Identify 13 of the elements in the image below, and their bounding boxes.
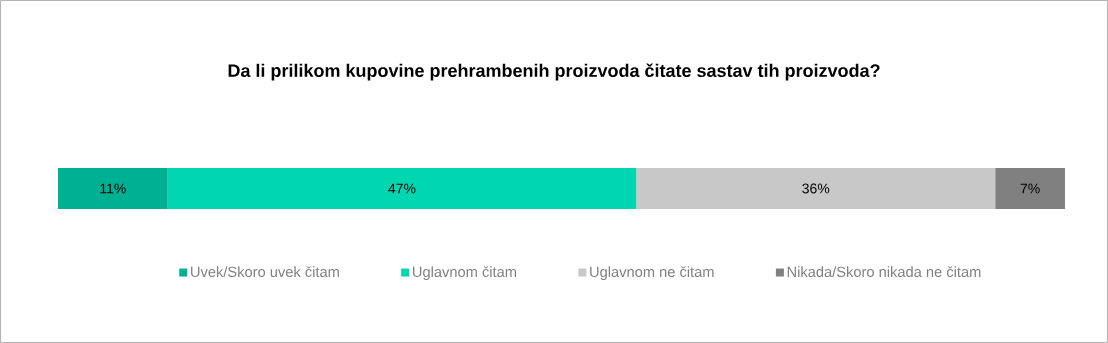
data-label: 11% (100, 183, 126, 194)
data-label: 47% (388, 183, 416, 194)
legend-label: Uglavnom čitam (413, 266, 517, 280)
data-label: 7% (1020, 183, 1040, 194)
bar (995, 167, 1065, 209)
bar (636, 167, 996, 209)
legend-label: Uvek/Skoro uvek čitam (191, 266, 339, 278)
legend-label: Uglavnom ne čitam (590, 266, 714, 280)
chart-title: Da li prilikom kupovine prehrambenih proizvoda čitate sastav tih proizvoda? (228, 63, 880, 81)
data-label: 36% (802, 183, 830, 194)
bar (58, 167, 168, 209)
bar (167, 167, 637, 209)
legend-label: Nikada/Skoro nikada ne čitam (787, 266, 981, 278)
